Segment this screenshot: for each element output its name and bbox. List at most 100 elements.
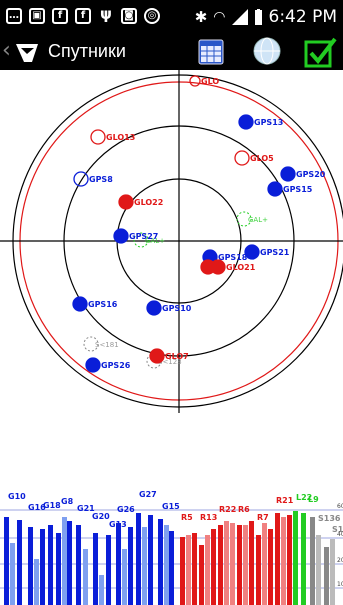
snr-bar (218, 525, 223, 605)
satellite-dot (244, 244, 260, 260)
satellite-marker: GPS16 (72, 296, 118, 312)
tick-label: 10 (337, 581, 343, 588)
satellite-label: GPS20 (296, 170, 326, 179)
snr-bar (142, 527, 147, 605)
snr-bar (230, 523, 235, 605)
back-nav-button[interactable]: ‹ (2, 36, 44, 68)
satellite-marker (200, 259, 216, 275)
app-logo-icon (16, 44, 38, 62)
satellite-label: GLO7 (165, 352, 189, 361)
snr-bar (83, 549, 88, 605)
satellite-label: GPS10 (162, 304, 192, 313)
snr-bar (186, 535, 191, 605)
snr-bar (48, 525, 53, 605)
facebook-icon-2: f (75, 8, 91, 24)
snr-group-label: R7 (257, 513, 269, 522)
snr-bar (249, 521, 254, 605)
snr-bar (136, 513, 141, 605)
satellite-label: GPS8 (89, 175, 113, 184)
status-time: 6:42 PM (268, 7, 338, 27)
snr-bar (34, 559, 39, 605)
snr-bar (180, 537, 185, 605)
snr-bar (4, 517, 9, 605)
snr-bar (256, 535, 261, 605)
snr-bar (93, 533, 98, 605)
satellite-dot (118, 194, 134, 210)
snr-bar (224, 521, 229, 605)
snr-group-label: S12 (332, 525, 343, 534)
snr-bar (243, 525, 248, 605)
snr-bar (281, 517, 286, 605)
snr-group-label: G8 (61, 497, 74, 506)
facebook-icon: f (52, 8, 68, 24)
snr-group-label: L22 (296, 493, 312, 502)
snr-group-label: R21 (276, 496, 294, 505)
globe-button[interactable] (252, 36, 284, 68)
calendar-button[interactable] (196, 36, 228, 68)
app-title: Спутники (48, 41, 126, 61)
satellite-label: GPS15 (283, 185, 313, 194)
snr-bar (148, 515, 153, 605)
system-icons: ✱ ◠ 6:42 PM (195, 7, 337, 27)
ghost-satellite-dot (236, 211, 252, 227)
satellite-dot (146, 300, 162, 316)
snr-bar (301, 513, 306, 605)
ghost-satellite-dot (83, 336, 99, 352)
app-notification-icon: ◙ (121, 8, 137, 24)
snr-bar (56, 533, 61, 605)
snr-bar (10, 543, 15, 605)
snr-group-label: G20 (92, 512, 110, 521)
ghost-satellite-label: S<181 (95, 341, 119, 349)
snr-bar (122, 549, 127, 605)
snr-bar (268, 529, 273, 605)
satellite-marker: GPS13 (238, 114, 283, 130)
snr-bar (237, 525, 242, 605)
satellite-dot (85, 357, 101, 373)
snr-bar (205, 535, 210, 605)
ghost-satellite-marker: GAL+ (133, 232, 165, 248)
snr-group-label: G10 (8, 492, 26, 501)
ghost-satellite-label: GAL+ (248, 216, 268, 224)
snr-group-label: G16 (28, 503, 46, 512)
satellite-marker: GLO7 (149, 348, 189, 364)
snr-bar (116, 523, 121, 605)
snr-group-label: R5 (181, 513, 193, 522)
snr-bar (324, 547, 329, 605)
confirm-button[interactable] (303, 36, 337, 70)
snr-group-label: G15 (162, 502, 180, 511)
snr-bar (287, 515, 292, 605)
satellite-marker: GPS15 (267, 181, 313, 197)
satellite-label: GPS16 (88, 300, 118, 309)
satellite-dot (189, 75, 201, 87)
satellite-dot (73, 171, 89, 187)
satellite-dot (234, 150, 250, 166)
snr-bar (199, 545, 204, 605)
snr-group-label: G26 (117, 505, 135, 514)
satellite-label: GPS13 (254, 118, 283, 127)
satellite-marker: GPS20 (280, 166, 326, 182)
snr-bar (169, 531, 174, 605)
ghost-satellite-label: S<123 (158, 358, 182, 366)
ghost-satellite-marker: GAL+ (236, 211, 268, 227)
satellite-marker: GPS26 (85, 357, 131, 373)
calendar-icon (198, 39, 224, 65)
snr-bar (316, 535, 321, 605)
checkbox-checked-icon (304, 37, 337, 68)
snr-bar (17, 520, 22, 605)
snr-tick-labels: 60 40 20 10 (337, 503, 343, 588)
globe-icon (253, 37, 281, 65)
satellite-label: GLO5 (250, 154, 274, 163)
status-bar: … ▣ f f ψ ◙ ◎ ✱ ◠ 6:42 PM (0, 0, 343, 34)
snr-bar (211, 529, 216, 605)
snr-group-label: S136 (318, 514, 341, 523)
snr-bar (106, 535, 111, 605)
satellite-label: GPS21 (260, 248, 290, 257)
snr-bar (164, 525, 169, 605)
ghost-satellite-marker: S<181 (83, 336, 119, 352)
snr-bar (40, 529, 45, 605)
snr-bar (275, 513, 280, 605)
snr-group-label: G18 (43, 501, 61, 510)
snr-group-label: L9 (308, 495, 319, 504)
snr-bar (99, 575, 104, 605)
